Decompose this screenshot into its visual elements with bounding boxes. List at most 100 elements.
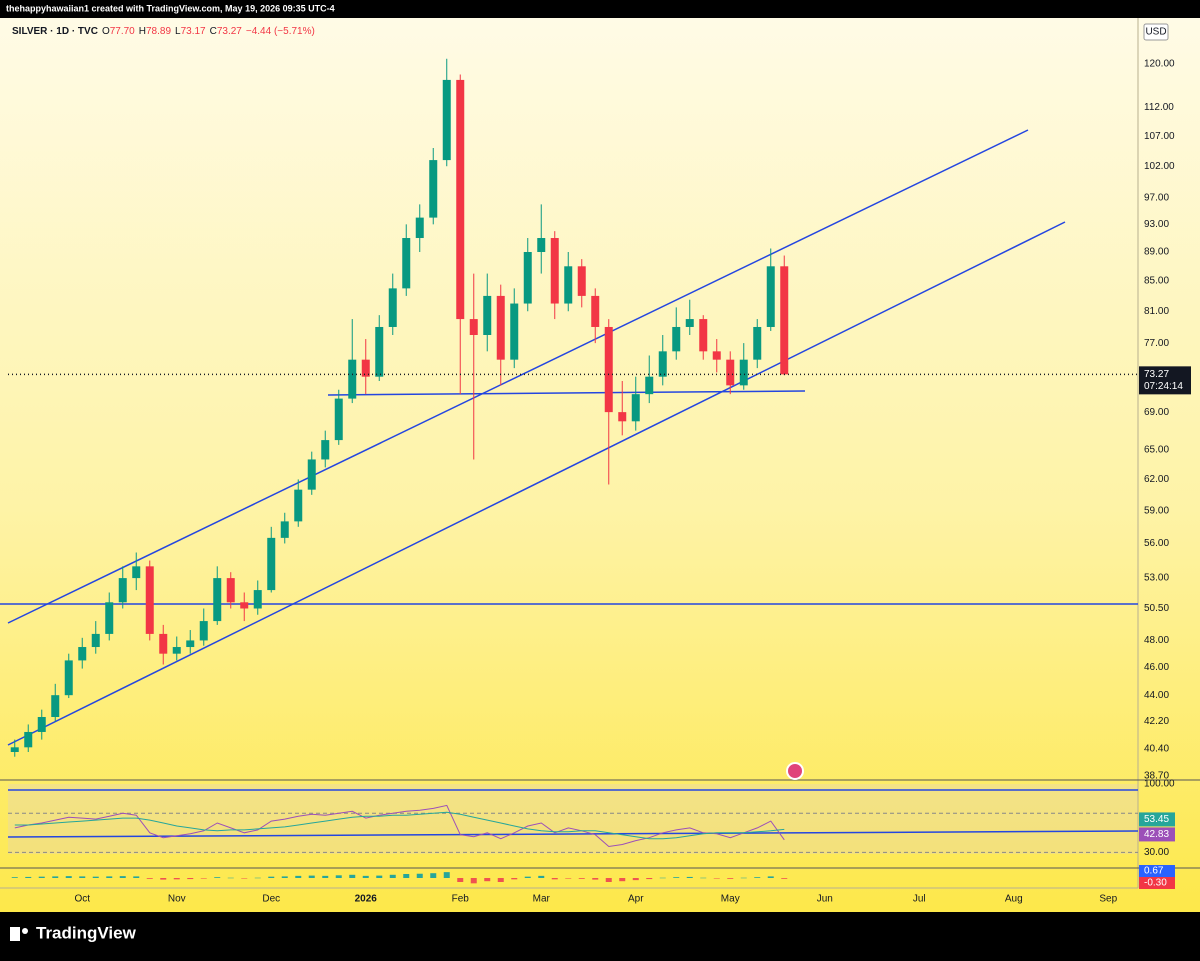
candle-body (496, 295, 505, 360)
y-tick-label: 38.70 (1144, 771, 1169, 782)
macd-bar (551, 878, 558, 880)
channel-upper (7, 129, 1029, 624)
candle-body (132, 566, 141, 579)
y-tick-label: 46.00 (1144, 662, 1169, 673)
candle-body (550, 238, 559, 304)
ohlc-key: C (210, 26, 217, 37)
rsi-value-label: 42.83 (1144, 829, 1169, 840)
x-tick-label: Oct (74, 894, 90, 905)
candle-body (780, 266, 789, 375)
drawings (0, 129, 1139, 838)
macd-bar (322, 875, 329, 878)
y-tick-label: 85.00 (1144, 276, 1169, 287)
chart-background (0, 18, 1200, 912)
y-tick-label: 59.00 (1144, 505, 1169, 516)
candle-body (280, 521, 289, 538)
candle-body (267, 537, 276, 591)
candle-body (442, 79, 451, 161)
candle-body (672, 326, 681, 352)
x-tick-label: Sep (1099, 894, 1117, 905)
macd-bar (416, 873, 423, 878)
y-tick-label: 40.40 (1144, 744, 1169, 755)
candle-body (604, 326, 613, 413)
candle-body (199, 621, 208, 641)
macd-bar (200, 878, 207, 879)
candle-body (91, 633, 100, 648)
candle-body (253, 590, 262, 609)
candle-body (456, 79, 465, 320)
rsi-value-label: 53.45 (1144, 814, 1169, 825)
macd-bar (146, 878, 153, 879)
macd-bar (308, 875, 315, 878)
macd-bar (457, 878, 464, 882)
candle-body (78, 647, 87, 661)
candle-body (172, 647, 181, 654)
macd-bar (25, 876, 32, 878)
macd-bar (578, 878, 585, 879)
candle-body (375, 326, 384, 377)
macd-bar (781, 878, 788, 879)
macd-bar (754, 877, 761, 878)
macd-bar (727, 878, 734, 879)
macd-bar (376, 875, 383, 878)
y-tick-label: 48.00 (1144, 635, 1169, 646)
macd-bar (160, 878, 167, 880)
macd-bar (295, 875, 302, 878)
macd-bar (268, 876, 275, 878)
macd-bar (389, 874, 396, 878)
candle-body (334, 398, 343, 441)
ohlc-key: O (102, 26, 110, 37)
candle-body (685, 319, 694, 327)
rsi-band (8, 784, 1138, 854)
macd-bar (403, 874, 410, 878)
candle-body (240, 602, 249, 609)
candle-body (753, 326, 762, 360)
macd-bar (740, 877, 747, 879)
rsi-value-box (1139, 812, 1175, 827)
macd-bar (470, 878, 477, 884)
macd-bar (38, 876, 45, 878)
macd-bar (524, 876, 531, 878)
macd-value-label: -0.30 (1144, 878, 1167, 889)
macd-bar (349, 874, 356, 878)
macd-bar (700, 877, 707, 879)
candle-body (294, 489, 303, 522)
currency: USD (1145, 27, 1166, 38)
bottom-bar (0, 912, 1200, 956)
y-tick-label: 69.00 (1144, 407, 1169, 418)
ohlc-value: 78.89 (146, 26, 171, 37)
macd-bar (484, 878, 491, 882)
macd-bar (430, 873, 437, 878)
macd-bar (713, 878, 720, 879)
candle-body (631, 394, 640, 422)
candle-body (415, 217, 424, 239)
y-tick-label: 107.00 (1144, 131, 1175, 142)
change: −4.44 (−5.71%) (246, 26, 315, 37)
rsi-series (14, 811, 785, 840)
candle-body (699, 319, 708, 352)
candle-body (510, 303, 519, 360)
ohlc-value: 73.27 (217, 26, 242, 37)
macd-bar (511, 878, 518, 880)
macd-bar (362, 875, 369, 878)
macd-bar (173, 878, 180, 880)
macd-value-label: 0.67 (1144, 866, 1164, 877)
candle-body (469, 319, 478, 335)
macd-bar (565, 878, 572, 879)
rsi-tick-label: 30.00 (1144, 847, 1169, 858)
candle-body (591, 295, 600, 327)
rsi-value-box (1139, 827, 1175, 842)
candle-body (10, 747, 19, 752)
macd-bar (538, 875, 545, 878)
y-tick-label: 77.00 (1144, 338, 1169, 349)
ohlc-header: SILVER · 1D · TVC O77.70 H78.89 L73.17 C73.2… (12, 26, 315, 37)
candle-body (483, 295, 492, 335)
event-icon[interactable] (786, 762, 804, 780)
ohlc-key: H (139, 26, 146, 37)
support-line (327, 390, 806, 396)
y-tick-label: 50.50 (1144, 603, 1169, 614)
ohlc-value: 77.70 (110, 26, 135, 37)
candle-body (64, 660, 73, 696)
candle-body (159, 633, 168, 654)
